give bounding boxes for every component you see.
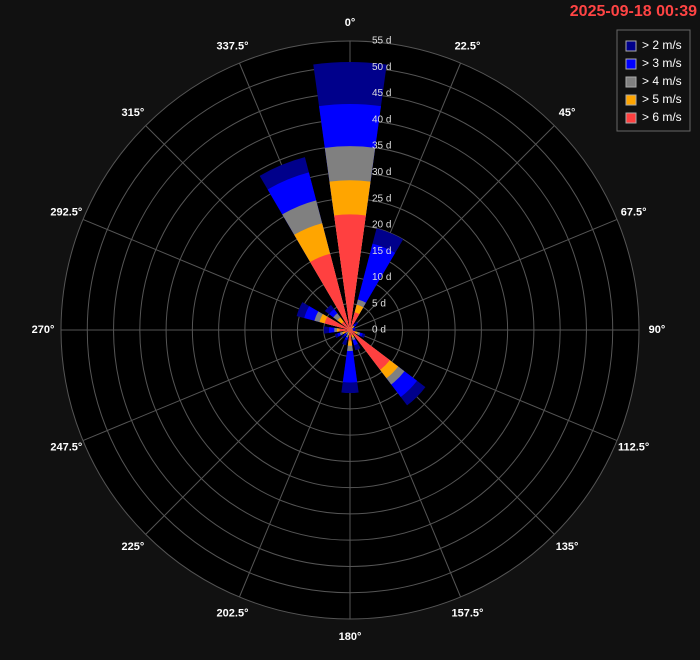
direction-label: 135° xyxy=(556,541,579,553)
spoke xyxy=(349,329,462,598)
wedge xyxy=(350,330,353,336)
r-tick-label: 10 d xyxy=(372,272,391,283)
r-tick-label: 5 d xyxy=(372,298,386,309)
wedge xyxy=(342,330,358,383)
spoke xyxy=(145,329,351,535)
wedge xyxy=(350,312,360,330)
direction-label: 315° xyxy=(122,107,145,119)
r-tick-label: 25 d xyxy=(372,193,391,204)
spoke xyxy=(349,218,618,331)
wedge xyxy=(341,321,350,330)
wedge xyxy=(350,330,356,333)
r-tick-label: 20 d xyxy=(372,220,391,231)
spoke xyxy=(349,125,555,331)
wedge xyxy=(347,330,350,333)
wedge xyxy=(324,316,350,330)
spoke xyxy=(82,329,351,442)
chart-title: 2025-09-18 00:39 xyxy=(570,3,697,20)
legend-swatch xyxy=(625,112,637,124)
legend-label: > 3 m/s xyxy=(642,56,682,70)
direction-label: 45° xyxy=(559,107,576,119)
wedge xyxy=(344,330,350,333)
r-tick-label: 0 d xyxy=(372,325,386,336)
legend-swatch xyxy=(625,58,637,70)
wedge xyxy=(334,214,366,330)
legend: > 2 m/s > 3 m/s > 4 m/s > 5 m/s > 6 m/s xyxy=(625,38,682,124)
legend-label: > 5 m/s xyxy=(642,92,682,106)
direction-label: 270° xyxy=(32,324,55,336)
spoke xyxy=(145,125,351,331)
spoke xyxy=(349,329,618,442)
direction-label: 292.5° xyxy=(50,206,82,218)
direction-label: 202.5° xyxy=(217,608,249,620)
legend-label: > 2 m/s xyxy=(642,38,682,52)
r-tick-label: 55 d xyxy=(372,36,391,47)
wedge xyxy=(350,329,353,331)
legend-swatch xyxy=(625,40,637,52)
wedge xyxy=(350,330,390,370)
legend-swatch xyxy=(625,76,637,88)
wedge xyxy=(350,328,353,330)
direction-label: 337.5° xyxy=(217,40,249,52)
direction-label: 0° xyxy=(345,17,356,29)
wedge xyxy=(339,328,350,332)
legend-label: > 6 m/s xyxy=(642,110,682,124)
direction-label: 67.5° xyxy=(621,206,647,218)
r-tick-label: 35 d xyxy=(372,141,391,152)
spoke xyxy=(238,329,351,598)
direction-label: 22.5° xyxy=(455,40,481,52)
bars xyxy=(259,62,426,406)
r-tick-label: 50 d xyxy=(372,62,391,73)
wedge xyxy=(348,330,350,333)
wedge xyxy=(350,327,353,330)
wedge xyxy=(348,330,352,341)
wedge xyxy=(310,253,350,330)
r-tick-label: 15 d xyxy=(372,246,391,257)
direction-label: 90° xyxy=(649,324,666,336)
r-tick-label: 40 d xyxy=(372,114,391,125)
r-tick-label: 30 d xyxy=(372,167,391,178)
direction-label: 180° xyxy=(339,631,362,643)
direction-label: 225° xyxy=(122,541,145,553)
direction-label: 247.5° xyxy=(50,441,82,453)
labels: 0 d 5 d 10 d 15 d 20 d 25 d 30 d 35 d 40 d 45 d 50… xyxy=(32,17,666,643)
direction-label: 157.5° xyxy=(452,608,484,620)
legend-swatch xyxy=(625,94,637,106)
legend-label: > 4 m/s xyxy=(642,74,682,88)
r-tick-label: 45 d xyxy=(372,88,391,99)
direction-label: 112.5° xyxy=(618,441,649,453)
